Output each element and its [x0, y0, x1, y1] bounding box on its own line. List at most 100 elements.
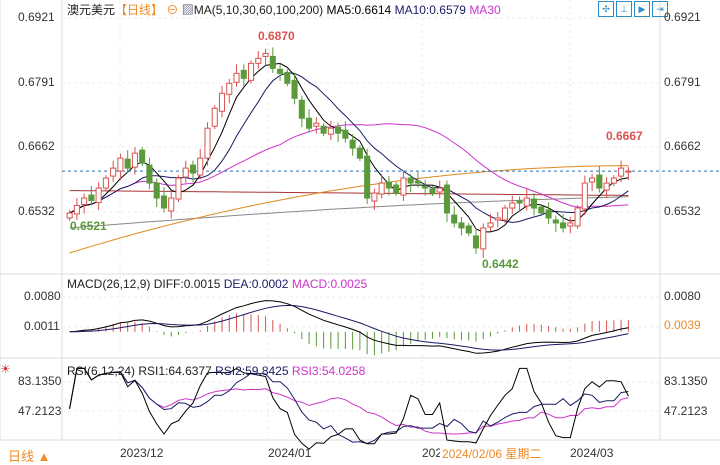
candle-body: [335, 126, 342, 134]
macd-current: 0.0039: [664, 318, 701, 332]
macd-tick: 0.0011: [24, 319, 60, 333]
zoom-out-icon[interactable]: ▶: [634, 1, 650, 17]
rsi-tick: 47.2123: [18, 404, 62, 418]
candle-body: [501, 207, 509, 221]
zoom-in-icon[interactable]: ⊥: [616, 1, 632, 17]
candle-body: [153, 182, 160, 199]
candle-body: [581, 182, 588, 210]
x-tick: 2023/12: [120, 446, 164, 460]
candle-body: [110, 167, 117, 177]
hover-date-label: 2024/02/06 星期二: [440, 445, 544, 462]
macd-value: MACD:0.0025: [291, 277, 368, 291]
crosshair-icon[interactable]: ✣: [598, 1, 614, 17]
rsi-label: RSI(6,12,24): [67, 364, 136, 378]
rsi3-line: [69, 367, 629, 435]
ma10-line: [69, 72, 629, 224]
candle-body: [240, 69, 247, 79]
period-label[interactable]: 【日线】: [115, 3, 164, 17]
rsi2-value: RSI2:59.8425: [215, 364, 289, 378]
candle-body: [596, 174, 603, 189]
ma60-line: [69, 165, 629, 254]
candle-body: [610, 177, 617, 184]
candle-body: [472, 235, 480, 249]
candle-body: [393, 184, 400, 194]
rsi-header: RSI(6,12,24) RSI1:64.6377 RSI2:59.8425 R…: [67, 364, 365, 378]
candle-body: [117, 157, 124, 172]
candle-body: [516, 200, 523, 204]
y-tick: 0.6662: [18, 139, 55, 153]
candle-body: [66, 212, 73, 219]
rsi1-line: [69, 367, 629, 450]
rsi3-value: RSI3:54.0258: [291, 364, 366, 378]
candle-body: [160, 195, 168, 209]
x-tick: 2024/03: [570, 446, 614, 460]
ma5-line: [69, 62, 629, 233]
macd-tick-right: 0.0080: [664, 289, 701, 303]
macd-diff-line: [69, 300, 629, 354]
candle-body: [291, 79, 298, 99]
candle-body: [131, 152, 138, 168]
candle-body: [480, 227, 487, 250]
y-tick: 0.6921: [18, 10, 55, 24]
symbol-label: 澳元美元: [67, 3, 116, 17]
candle-body: [603, 182, 610, 191]
candle-body: [102, 177, 109, 189]
candle-body: [451, 214, 458, 224]
candle-body: [88, 194, 95, 202]
candle-body: [618, 167, 625, 177]
candle-body: [306, 117, 313, 129]
scroll-end-icon[interactable]: ⇥: [652, 1, 668, 17]
ma-label: MA(5,10,30,60,100,200): [193, 3, 324, 17]
candle-body: [197, 157, 204, 176]
candle-body: [465, 225, 472, 234]
sun-icon[interactable]: ☀: [0, 362, 11, 376]
candle-body: [371, 192, 378, 202]
candle-body: [560, 222, 567, 229]
ma30-label: MA30: [469, 3, 501, 17]
candle-body: [429, 188, 436, 194]
candle-body: [168, 197, 175, 212]
x-tick: 202: [422, 446, 443, 460]
candle-body: [124, 158, 131, 169]
candle-body: [81, 197, 88, 206]
x-tick: 2024/01: [268, 446, 312, 460]
candle-body: [298, 99, 305, 119]
candle-body: [400, 177, 407, 196]
candle-body: [530, 198, 538, 209]
candle-body: [458, 222, 465, 229]
macd-label: MACD(26,12,9): [67, 277, 151, 291]
indicator-icon[interactable]: ▨: [181, 3, 194, 17]
y-tick: 0.6791: [18, 75, 55, 89]
candle-body: [509, 202, 516, 209]
candle-body: [139, 149, 146, 164]
candle-body: [269, 55, 276, 69]
candle-body: [313, 122, 320, 127]
ma100-line: [69, 190, 629, 196]
candle-body: [574, 207, 581, 227]
candle-body: [284, 71, 291, 84]
candle-body: [175, 177, 182, 200]
price-annotation: 0.6667: [606, 129, 643, 143]
period-button[interactable]: 日线 ▲: [8, 449, 51, 464]
ma30-line: [69, 123, 629, 214]
macd-tick: 0.0080: [24, 289, 61, 303]
candle-body: [146, 164, 153, 184]
candle-body: [320, 125, 327, 134]
candle-body: [589, 177, 596, 183]
candle-body: [226, 82, 233, 95]
candle-body: [443, 184, 451, 214]
candle-body: [625, 170, 632, 173]
settings-icon[interactable]: ⊖: [166, 3, 179, 17]
price-annotation: 0.6442: [482, 257, 519, 271]
y-tick-right: 0.6662: [664, 139, 701, 153]
ma5-value: MA5:0.6614: [326, 3, 392, 17]
chart-header: 澳元美元【日线】 ⊖ ▨MA(5,10,30,60,100,200) MA5:0…: [67, 1, 501, 18]
rsi-tick: 83.1350: [18, 374, 62, 388]
candle-body: [487, 222, 494, 228]
candle-body: [327, 127, 334, 135]
ma10-value: MA10:0.6579: [394, 3, 466, 17]
candle-body: [407, 177, 414, 184]
candle-body: [247, 62, 255, 81]
candle-body: [262, 52, 269, 57]
